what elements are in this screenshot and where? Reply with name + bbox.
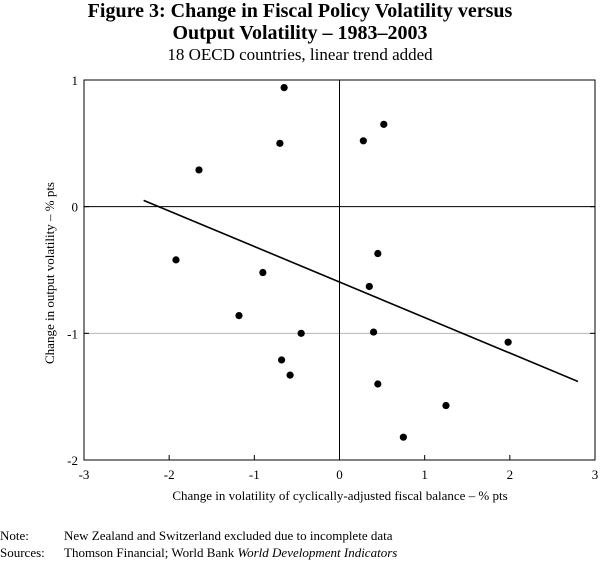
y-tick-label: -1 xyxy=(67,326,78,341)
scatter-point xyxy=(259,268,267,277)
scatter-point xyxy=(399,433,407,441)
scatter-point xyxy=(442,401,450,410)
gridlines xyxy=(84,80,595,460)
y-tick-label: 1 xyxy=(72,73,79,88)
trend-line xyxy=(143,199,579,383)
scatter-point xyxy=(369,328,378,336)
scatter-point xyxy=(297,329,305,337)
scatter-point xyxy=(195,166,203,174)
scatter-point xyxy=(359,137,367,145)
note-label: Note: xyxy=(0,528,29,543)
scatter-point xyxy=(374,249,382,258)
chart-subtitle: 18 OECD countries, linear trend added xyxy=(167,45,433,64)
scatter-point xyxy=(276,139,284,147)
scatter-point xyxy=(365,282,373,291)
chart-title-line2: Output Volatility – 1983–2003 xyxy=(172,22,428,44)
chart-title-line1: Figure 3: Change in Fiscal Policy Volati… xyxy=(87,0,513,22)
x-tick-label: 0 xyxy=(336,467,343,482)
sources-line: Sources: Thomson Financial; World Bank Wo… xyxy=(0,545,600,561)
scatter-point xyxy=(280,84,288,92)
x-tick-label: 2 xyxy=(507,467,514,482)
x-tick-label: 3 xyxy=(592,467,599,482)
sources-italic: World Development Indicators xyxy=(237,545,398,560)
scatter-point xyxy=(380,120,388,128)
note-line: Note: New Zealand and Switzerland exclude… xyxy=(0,528,600,544)
scatter-point xyxy=(172,256,180,264)
x-tick-label: -1 xyxy=(249,467,260,482)
scatter-point xyxy=(374,380,382,388)
scatter-point xyxy=(235,312,243,320)
x-tick-label: -3 xyxy=(79,467,90,482)
y-axis-label: Change in output volatility – % pts xyxy=(42,182,57,364)
x-tick-label: -2 xyxy=(164,467,175,482)
y-tick-label: 0 xyxy=(72,200,79,215)
sources-text: Thomson Financial; World Bank xyxy=(64,545,238,560)
sources-label: Sources: xyxy=(0,545,45,560)
scatter-point xyxy=(504,338,512,346)
note-text: New Zealand and Switzerland excluded due… xyxy=(64,528,393,543)
x-tick-label: 1 xyxy=(421,467,428,482)
y-tick-label: -2 xyxy=(67,453,78,468)
scatter-point xyxy=(277,356,286,364)
x-axis-label: Change in volatility of cyclically-adjus… xyxy=(172,488,507,503)
scatter-point xyxy=(286,371,294,379)
